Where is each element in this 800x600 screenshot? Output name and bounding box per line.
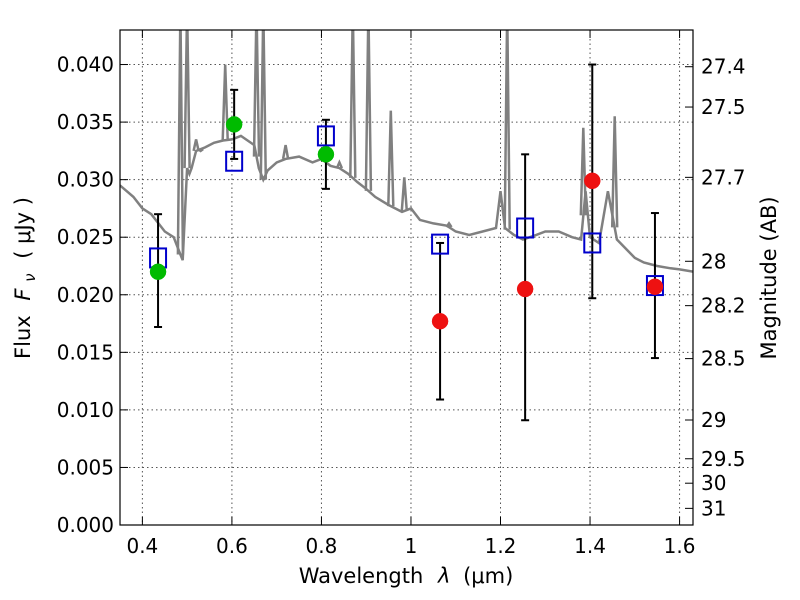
emission-line bbox=[252, 30, 261, 157]
synthetic-flux-square bbox=[316, 125, 335, 147]
magnitude-tick-label: 29.5 bbox=[701, 447, 746, 471]
emission-line bbox=[610, 116, 619, 228]
magnitude-tick-label: 28.2 bbox=[701, 294, 746, 318]
x-tick-label: 0.6 bbox=[216, 534, 248, 558]
emission-line bbox=[221, 64, 229, 141]
x-tick-label: 1.4 bbox=[574, 534, 606, 558]
emission-line bbox=[400, 177, 409, 212]
observed-photometry bbox=[149, 116, 664, 330]
observed-point-nondetection bbox=[646, 278, 664, 295]
emission-lines bbox=[176, 30, 619, 255]
x-axis-ticks: 0.4 0.6 0.8 1 1.2 1.4 1.6 bbox=[126, 30, 695, 558]
x-tick-label: 1.6 bbox=[664, 534, 696, 558]
y-axis-label-subscript: ν bbox=[21, 273, 39, 281]
x-axis-label-unit: (μm) bbox=[463, 564, 513, 588]
y-tick-label: 0.040 bbox=[57, 53, 114, 77]
magnitude-tick-label: 30 bbox=[701, 471, 726, 495]
magnitude-tick-label: 31 bbox=[701, 496, 726, 520]
observed-point-detection bbox=[317, 146, 335, 163]
plot-frame bbox=[119, 29, 694, 526]
emission-line bbox=[192, 139, 200, 152]
magnitude-tick-label: 28 bbox=[701, 249, 726, 273]
emission-line bbox=[259, 30, 268, 180]
emission-line bbox=[503, 30, 511, 230]
synthetic-flux-square bbox=[583, 232, 602, 254]
y-axis-label-unit: ( μJy ) bbox=[11, 197, 35, 259]
synthetic-flux-square bbox=[431, 233, 450, 255]
x-axis-label-text: Wavelength bbox=[299, 564, 424, 588]
x-tick-label: 1.2 bbox=[485, 534, 517, 558]
observed-point-detection bbox=[149, 263, 167, 280]
y-tick-label: 0.035 bbox=[57, 110, 114, 134]
y-tick-label: 0.000 bbox=[57, 513, 114, 537]
synthetic-flux-square bbox=[516, 217, 535, 239]
observed-point-nondetection bbox=[431, 312, 449, 330]
y-tick-label: 0.025 bbox=[57, 225, 114, 249]
y-axis-ticks: 0.000 0.005 0.010 0.015 0.020 0.025 0.030 0.035… bbox=[57, 53, 128, 537]
observed-point-nondetection bbox=[516, 280, 534, 298]
observed-point-nondetection bbox=[584, 172, 601, 190]
emission-line bbox=[335, 159, 344, 169]
y-tick-label: 0.015 bbox=[57, 340, 114, 364]
emission-line bbox=[197, 148, 204, 153]
magnitude-tick-label: 28.5 bbox=[701, 347, 746, 371]
y-tick-label: 0.005 bbox=[57, 455, 114, 479]
emission-line bbox=[176, 30, 185, 255]
x-tick-label: 0.8 bbox=[306, 534, 338, 558]
synthetic-flux-square bbox=[225, 150, 244, 172]
model-sed-line bbox=[120, 134, 693, 273]
y-tick-label: 0.030 bbox=[57, 168, 114, 192]
observed-point-detection bbox=[225, 116, 243, 133]
emission-line bbox=[183, 30, 191, 169]
magnitude-axis-label: Magnitude (AB) bbox=[757, 196, 781, 359]
emission-line bbox=[281, 144, 290, 160]
y-axis-label-symbol: F bbox=[11, 288, 35, 301]
y-tick-label: 0.010 bbox=[57, 398, 114, 422]
y-axis-label: Flux F ν ( μJy ) bbox=[11, 197, 40, 359]
emission-line bbox=[349, 30, 357, 178]
emission-line bbox=[579, 127, 588, 216]
magnitude-tick-label: 27.4 bbox=[701, 55, 746, 79]
magnitude-tick-label: 27.7 bbox=[701, 165, 746, 189]
x-tick-label: 0.4 bbox=[126, 534, 158, 558]
magnitude-tick-label: 29 bbox=[701, 408, 726, 432]
magnitude-tick-label: 27.5 bbox=[701, 95, 746, 119]
x-axis-label-symbol: λ bbox=[437, 564, 450, 588]
y-tick-label: 0.020 bbox=[57, 283, 114, 307]
y-axis-label-text: Flux bbox=[11, 315, 35, 359]
emission-line bbox=[364, 30, 373, 191]
x-axis-label: Wavelength λ (μm) bbox=[299, 564, 514, 588]
emission-line bbox=[387, 110, 395, 207]
emission-line bbox=[445, 221, 453, 228]
x-tick-label: 1 bbox=[405, 534, 418, 558]
plot-background bbox=[120, 30, 693, 525]
